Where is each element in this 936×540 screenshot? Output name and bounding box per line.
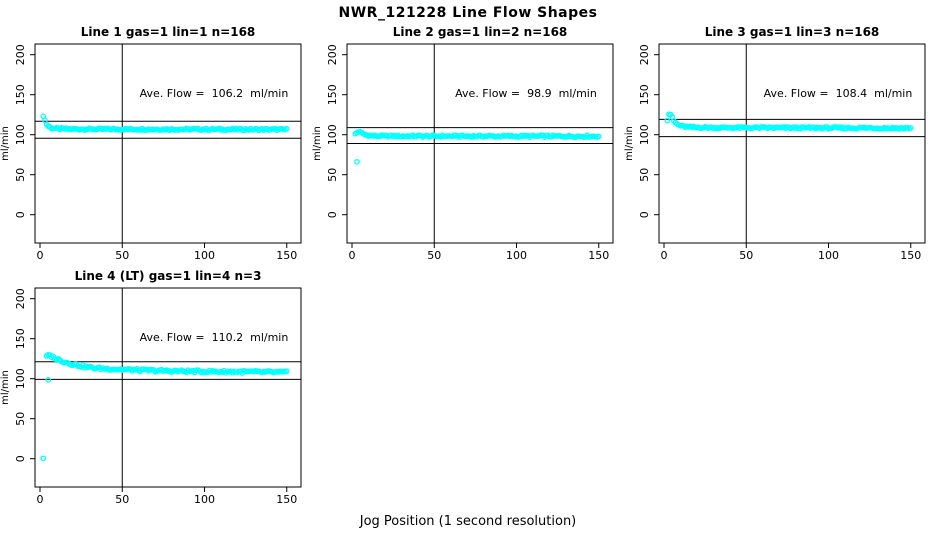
data-point — [664, 117, 671, 124]
ave-flow-annotation: Ave. Flow = 108.4 ml/min — [764, 87, 913, 100]
data-points — [40, 113, 290, 134]
y-tick-label: 200 — [638, 44, 651, 65]
subplot-title: Line 3 gas=1 lin=3 n=168 — [705, 25, 880, 39]
x-tick-label: 0 — [37, 249, 44, 262]
ave-flow-annotation: Ave. Flow = 106.2 ml/min — [140, 87, 289, 100]
x-tick-label: 50 — [427, 249, 441, 262]
y-tick-label: 100 — [14, 124, 27, 145]
plot-frame — [34, 287, 302, 488]
y-tick-label: 50 — [14, 412, 27, 426]
y-tick-label: 50 — [14, 168, 27, 182]
x-tick-label: 0 — [661, 249, 668, 262]
y-tick-label: 50 — [638, 168, 651, 182]
x-tick-label: 150 — [588, 249, 609, 262]
y-tick-label: 50 — [326, 168, 339, 182]
y-tick-label: 150 — [638, 84, 651, 105]
y-axis-label: ml/min — [0, 370, 11, 405]
x-tick-label: 50 — [115, 493, 129, 506]
y-tick-label: 0 — [326, 211, 339, 218]
x-tick-label: 0 — [37, 493, 44, 506]
data-points — [40, 352, 290, 462]
plot-frame — [658, 43, 926, 244]
y-tick-label: 100 — [326, 124, 339, 145]
subplot-line-2: Line 2 gas=1 lin=2 n=168 0 50 100 150 0 50 100 1… — [312, 25, 614, 262]
subplot-title: Line 4 (LT) gas=1 lin=4 n=3 — [75, 269, 262, 283]
y-tick-label: 200 — [14, 44, 27, 65]
x-axis-label: Jog Position (1 second resolution) — [359, 514, 577, 529]
ave-flow-annotation: Ave. Flow = 110.2 ml/min — [140, 331, 289, 344]
outlier-point — [40, 455, 47, 462]
data-point — [283, 125, 290, 132]
y-axis-label: ml/min — [624, 126, 635, 161]
y-tick-label: 150 — [14, 328, 27, 349]
y-tick-label: 0 — [14, 455, 27, 462]
data-points — [352, 128, 602, 165]
data-point — [595, 133, 602, 140]
x-tick-label: 150 — [276, 249, 297, 262]
x-tick-label: 100 — [818, 249, 839, 262]
y-axis-label: ml/min — [312, 126, 323, 161]
x-tick-label: 150 — [276, 493, 297, 506]
ave-flow-annotation: Ave. Flow = 98.9 ml/min — [455, 87, 597, 100]
subplot-title: Line 2 gas=1 lin=2 n=168 — [393, 25, 568, 39]
subplot-title: Line 1 gas=1 lin=1 n=168 — [81, 25, 256, 39]
outlier-point — [354, 159, 360, 165]
x-tick-label: 50 — [739, 249, 753, 262]
y-tick-label: 150 — [326, 84, 339, 105]
x-tick-label: 0 — [349, 249, 356, 262]
y-tick-label: 100 — [638, 124, 651, 145]
main-title: NWR_121228 Line Flow Shapes — [338, 5, 598, 21]
y-tick-label: 200 — [326, 44, 339, 65]
plot-frame — [34, 43, 302, 244]
x-tick-label: 100 — [506, 249, 527, 262]
x-tick-label: 100 — [194, 493, 215, 506]
y-tick-label: 0 — [14, 211, 27, 218]
x-tick-label: 100 — [194, 249, 215, 262]
subplot-line-4: Line 4 (LT) gas=1 lin=4 n=3 0 50 100 150 0 50 1… — [0, 269, 302, 506]
data-points — [664, 111, 914, 132]
y-axis-label: ml/min — [0, 126, 11, 161]
data-point — [283, 368, 290, 375]
y-tick-label: 150 — [14, 84, 27, 105]
subplot-line-3: Line 3 gas=1 lin=3 n=168 0 50 100 150 0 50 100 1… — [624, 25, 926, 262]
x-tick-label: 50 — [115, 249, 129, 262]
x-tick-label: 150 — [900, 249, 921, 262]
outlier-point — [45, 377, 52, 383]
data-point — [907, 125, 914, 131]
y-tick-label: 200 — [14, 288, 27, 309]
y-tick-label: 100 — [14, 368, 27, 389]
subplot-line-1: Line 1 gas=1 lin=1 n=168 0 50 100 150 0 50 100 1… — [0, 25, 302, 262]
y-tick-label: 0 — [638, 211, 651, 218]
